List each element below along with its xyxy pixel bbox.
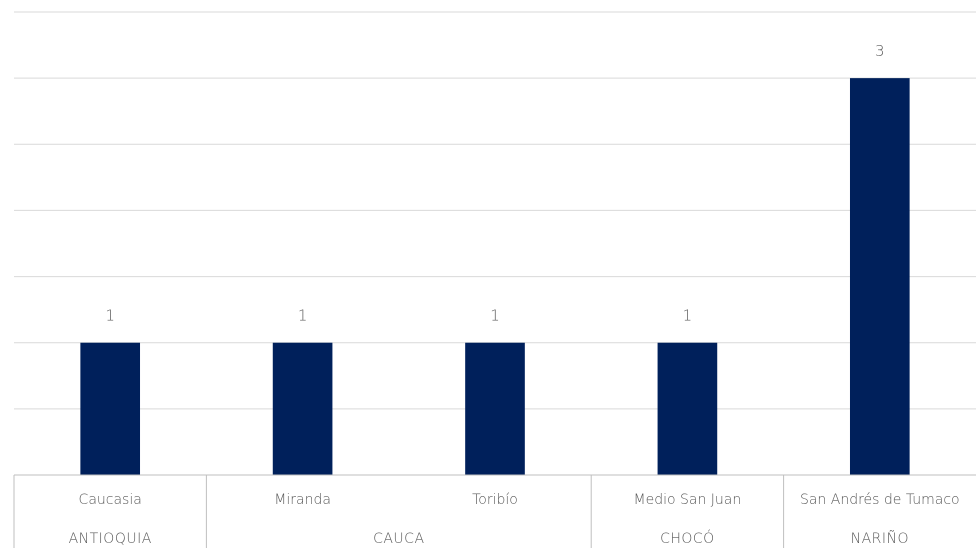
bar-san-andr-s-de-tumaco (849, 78, 910, 476)
data-label-1: 1 (298, 307, 308, 325)
group-label-2: CHOCÓ (660, 529, 715, 547)
data-label-2: 1 (490, 307, 500, 325)
bar-medio-san-juan (657, 342, 718, 475)
tick-label-3: Medio San Juan (634, 492, 742, 508)
tick-label-1: Miranda (274, 492, 331, 508)
group-label-3: NARIÑO (851, 530, 909, 547)
tick-label-2: Toribío (472, 492, 518, 508)
group-label-1: CAUCA (373, 531, 424, 547)
bar-torib-o (465, 342, 525, 475)
data-label-4: 3 (875, 42, 885, 60)
bar-miranda (272, 342, 333, 475)
gridlines (14, 11, 976, 410)
group-label-0: ANTIOQUIA (69, 531, 152, 547)
tick-label-0: Caucasia (79, 492, 142, 508)
data-labels: 1 1 1 1 3 (105, 42, 884, 325)
category-axis: Caucasia Miranda Toribío Medio San Juan San … (13, 474, 976, 548)
data-label-0: 1 (105, 307, 115, 325)
data-label-3: 1 (683, 307, 693, 325)
bars (80, 78, 910, 476)
tick-label-4: San Andrés de Tumaco (800, 492, 960, 508)
bar-caucasia (80, 342, 141, 475)
